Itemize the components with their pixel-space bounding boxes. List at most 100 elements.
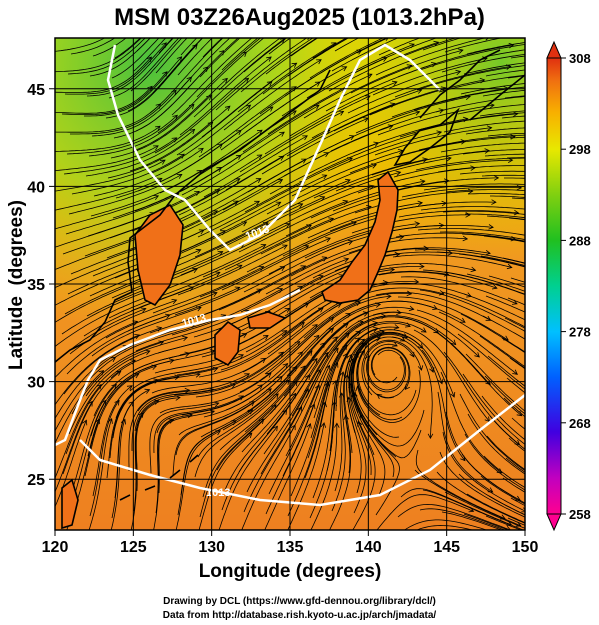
streamline	[86, 268, 198, 317]
streamline	[403, 519, 489, 530]
streamline-arrowhead	[583, 370, 588, 374]
streamline	[371, 0, 483, 35]
colorbar: 308 298 288 278 268 258	[546, 40, 591, 532]
streamline	[241, 358, 318, 453]
streamline	[503, 38, 505, 39]
streamline	[130, 264, 243, 312]
streamline-arrowhead	[87, 400, 93, 407]
streamline	[287, 422, 325, 530]
streamline	[219, 174, 327, 231]
streamline	[457, 333, 525, 390]
streamline-arrowhead	[511, 299, 518, 305]
streamline-arrowhead	[512, 111, 519, 117]
streamline	[505, 457, 525, 473]
streamline-arrowhead	[184, 387, 191, 394]
streamline	[70, 38, 116, 55]
streamline	[108, 38, 180, 99]
streamline	[105, 44, 198, 119]
streamline-arrowhead	[255, 178, 262, 184]
streamline-arrowhead	[297, 406, 303, 412]
streamline-arrowhead	[576, 78, 580, 83]
streamline	[393, 0, 507, 37]
streamline	[421, 349, 466, 461]
streamline	[504, 177, 525, 179]
streamline-arrowhead	[262, 335, 269, 341]
streamline-arrowhead	[527, 84, 532, 89]
streamline-arrowhead	[394, 251, 401, 258]
streamline	[153, 395, 244, 454]
y-axis-label: Latitude (degrees)	[6, 200, 27, 370]
streamline	[355, 96, 471, 134]
streamline	[285, 347, 339, 457]
streamline-arrowhead	[572, 552, 577, 557]
streamline	[352, 421, 376, 530]
streamline	[371, 347, 410, 399]
streamline	[157, 51, 247, 134]
streamline	[175, 179, 283, 236]
streamline	[154, 77, 249, 154]
streamline	[310, 423, 338, 530]
streamline-arrowhead	[402, 333, 408, 339]
streamline-arrowhead	[496, 468, 503, 474]
streamline-arrowhead	[256, 154, 263, 160]
streamline-arrowhead	[419, 179, 426, 185]
streamline-arrowhead	[404, 384, 410, 390]
streamline	[393, 159, 513, 178]
streamline-arrowhead	[485, 249, 491, 256]
streamline-arrowhead	[256, 129, 263, 135]
streamline-arrowhead	[511, 22, 516, 27]
streamline	[392, 254, 512, 268]
streamline	[488, 275, 525, 288]
streamline-arrowhead	[559, 528, 564, 532]
streamline	[441, 511, 503, 530]
streamline-arrowhead	[213, 401, 220, 407]
streamline-arrowhead	[195, 248, 202, 254]
streamline	[311, 89, 422, 139]
streamline	[416, 525, 474, 530]
streamline-arrowhead	[581, 125, 586, 130]
streamline-arrowhead	[198, 147, 204, 154]
streamline-arrowhead	[433, 40, 440, 47]
streamline-arrowhead	[465, 212, 471, 218]
streamline-arrowhead	[406, 64, 413, 70]
streamline	[282, 365, 330, 477]
streamline	[395, 232, 516, 240]
streamline	[466, 493, 525, 524]
streamline-arrowhead	[353, 352, 359, 358]
streamline	[526, 171, 599, 184]
streamline-arrowhead	[386, 293, 392, 300]
streamline-arrowhead	[175, 395, 181, 401]
streamline	[439, 451, 525, 518]
streamline	[173, 0, 263, 35]
streamline-arrowhead	[536, 110, 541, 115]
streamline-arrowhead	[592, 569, 597, 574]
streamline	[195, 0, 287, 37]
streamline	[524, 251, 525, 252]
streamline-arrowhead	[372, 320, 379, 327]
streamline	[55, 384, 102, 480]
streamline	[488, 495, 525, 516]
streamline	[107, 350, 215, 399]
streamline-arrowhead	[414, 221, 421, 227]
streamline	[440, 371, 502, 474]
streamline-arrowhead	[140, 307, 147, 313]
streamline-arrowhead	[168, 418, 175, 424]
streamline-arrowhead	[256, 11, 261, 16]
streamline	[175, 388, 272, 456]
streamline-arrowhead	[348, 358, 354, 364]
streamline	[438, 311, 525, 368]
streamline	[459, 170, 525, 175]
streamline-arrowhead	[436, 130, 443, 136]
streamline	[444, 38, 504, 53]
streamline-arrowhead	[583, 199, 588, 204]
streamline	[377, 104, 495, 136]
streamline	[419, 289, 525, 332]
x-axis-label: Longitude (degrees)	[199, 561, 382, 582]
streamline	[243, 38, 288, 73]
streamline-arrowhead	[576, 309, 581, 313]
streamline-arrowhead	[457, 48, 464, 54]
colorbar-tick-label: 308	[569, 51, 591, 66]
streamline-arrowhead	[238, 395, 245, 401]
streamline-arrowhead	[144, 388, 151, 394]
streamline	[334, 371, 344, 492]
